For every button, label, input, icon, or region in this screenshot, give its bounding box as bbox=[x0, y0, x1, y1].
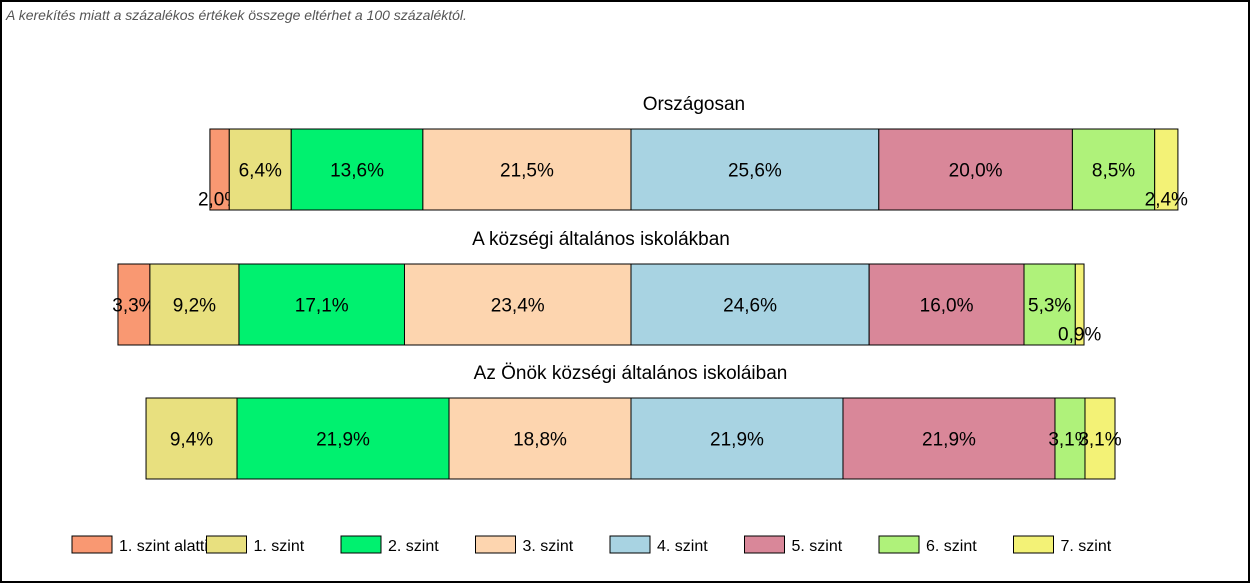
legend-swatch-8 bbox=[1013, 535, 1054, 554]
data-label-3-2: 9,4% bbox=[170, 430, 213, 451]
legend-label-1: 1. szint alatti bbox=[119, 538, 208, 555]
data-label-3-8: 3,1% bbox=[1078, 430, 1121, 451]
bar-segment-2-7 bbox=[1023, 263, 1076, 346]
data-label-1-3: 13,6% bbox=[330, 161, 384, 182]
data-label-3-6: 21,9% bbox=[922, 430, 976, 451]
data-label-2-6: 16,0% bbox=[920, 296, 974, 317]
bar-title-3: Az Önök községi általános iskoláiban bbox=[474, 363, 788, 384]
legend-label-6: 5. szint bbox=[792, 538, 843, 555]
data-label-3-7: 3,1% bbox=[1048, 430, 1091, 451]
bar-segment-1-6 bbox=[878, 128, 1073, 211]
legend-swatch-2 bbox=[206, 535, 247, 554]
legend-label-4: 3. szint bbox=[523, 538, 574, 555]
data-label-3-4: 18,8% bbox=[513, 430, 567, 451]
data-label-2-8: 0,9% bbox=[1058, 325, 1101, 346]
data-label-3-5: 21,9% bbox=[710, 430, 764, 451]
data-label-1-2: 6,4% bbox=[239, 161, 282, 182]
bar-segment-2-8 bbox=[1074, 263, 1085, 346]
data-label-1-7: 8,5% bbox=[1092, 161, 1135, 182]
legend-label-3: 2. szint bbox=[388, 538, 439, 555]
legend-swatch-3 bbox=[340, 535, 382, 554]
bar-segment-3-5 bbox=[630, 397, 844, 480]
legend-swatch-1 bbox=[71, 535, 113, 554]
data-label-2-1: 3,3% bbox=[112, 296, 155, 317]
legend-swatch-7 bbox=[878, 535, 920, 554]
bar-segment-3-4 bbox=[448, 397, 632, 480]
bar-segment-3-7 bbox=[1054, 397, 1086, 480]
legend: 1. szint alatti 1. szint 2. szint 3. szint 4… bbox=[71, 535, 1112, 555]
bar-segment-1-7 bbox=[1071, 128, 1156, 211]
bar-title-2: A községi általános iskolákban bbox=[472, 229, 730, 250]
bar-segment-3-8 bbox=[1084, 397, 1116, 480]
data-label-1-4: 21,5% bbox=[500, 161, 554, 182]
legend-label-7: 6. szint bbox=[926, 538, 977, 555]
data-label-2-7: 5,3% bbox=[1028, 296, 1071, 317]
legend-label-2: 1. szint bbox=[254, 538, 305, 555]
bar-segment-3-3 bbox=[236, 397, 450, 480]
data-label-1-6: 20,0% bbox=[949, 161, 1003, 182]
bar-segment-1-5 bbox=[630, 128, 880, 211]
legend-label-8: 7. szint bbox=[1061, 538, 1112, 555]
bar-segment-2-2 bbox=[149, 263, 240, 346]
legend-swatch-6 bbox=[744, 535, 785, 554]
bar-segment-3-6 bbox=[842, 397, 1056, 480]
data-label-2-4: 23,4% bbox=[491, 296, 545, 317]
data-label-1-8: 2,4% bbox=[1145, 190, 1188, 211]
legend-swatch-4 bbox=[475, 535, 516, 554]
rounding-note: A kerekítés miatt a százalékos értékek ö… bbox=[6, 7, 467, 23]
bar-segment-1-3 bbox=[290, 128, 424, 211]
bar-segment-1-2 bbox=[228, 128, 292, 211]
data-label-2-3: 17,1% bbox=[295, 296, 349, 317]
legend-swatch-5 bbox=[609, 535, 651, 554]
legend-label-5: 4. szint bbox=[657, 538, 708, 555]
bar-title-1: Országosan bbox=[643, 94, 745, 115]
bar-segment-1-8 bbox=[1154, 128, 1179, 211]
data-label-2-2: 9,2% bbox=[173, 296, 216, 317]
data-label-2-5: 24,6% bbox=[723, 296, 777, 317]
bar-segment-2-6 bbox=[868, 263, 1025, 346]
data-label-3-3: 21,9% bbox=[316, 430, 370, 451]
bar-segment-2-5 bbox=[630, 263, 870, 346]
data-label-1-5: 25,6% bbox=[728, 161, 782, 182]
bar-segment-3-2 bbox=[145, 397, 238, 480]
bar-segment-2-1 bbox=[117, 263, 151, 346]
bar-segment-2-3 bbox=[238, 263, 405, 346]
